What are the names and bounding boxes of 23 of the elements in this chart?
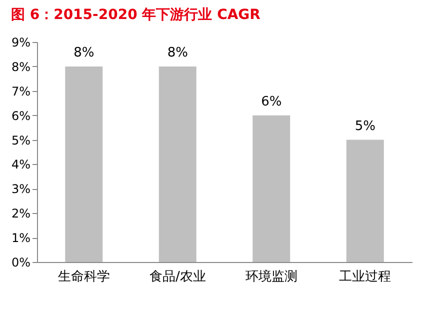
data-label: 8% xyxy=(74,45,94,60)
y-tick-label: 4% xyxy=(11,158,30,172)
chart-title: 图 6：2015-2020 年下游行业 CAGR xyxy=(10,7,261,23)
y-tick-label: 1% xyxy=(11,231,30,246)
bar xyxy=(252,115,290,262)
data-label: 6% xyxy=(261,94,282,110)
y-tick-label: 6% xyxy=(11,108,30,123)
x-tick-label: 生命科学 xyxy=(58,270,110,284)
bar xyxy=(65,66,103,262)
data-label: 8% xyxy=(167,45,188,60)
x-tick-label: 工业过程 xyxy=(339,270,392,284)
bar xyxy=(158,66,196,262)
y-tick-label: 5% xyxy=(11,133,30,148)
y-tick-label: 7% xyxy=(11,84,30,98)
y-tick-label: 9% xyxy=(11,36,30,50)
y-tick-label: 0% xyxy=(11,256,30,270)
data-label: 5% xyxy=(354,118,376,134)
x-tick-label: 食品/农业 xyxy=(149,270,206,284)
x-tick-label: 环境监测 xyxy=(245,268,298,284)
y-tick-label: 2% xyxy=(11,206,30,221)
y-tick-label: 8% xyxy=(11,60,30,74)
bar xyxy=(346,140,384,262)
y-tick-label: 3% xyxy=(11,182,30,196)
